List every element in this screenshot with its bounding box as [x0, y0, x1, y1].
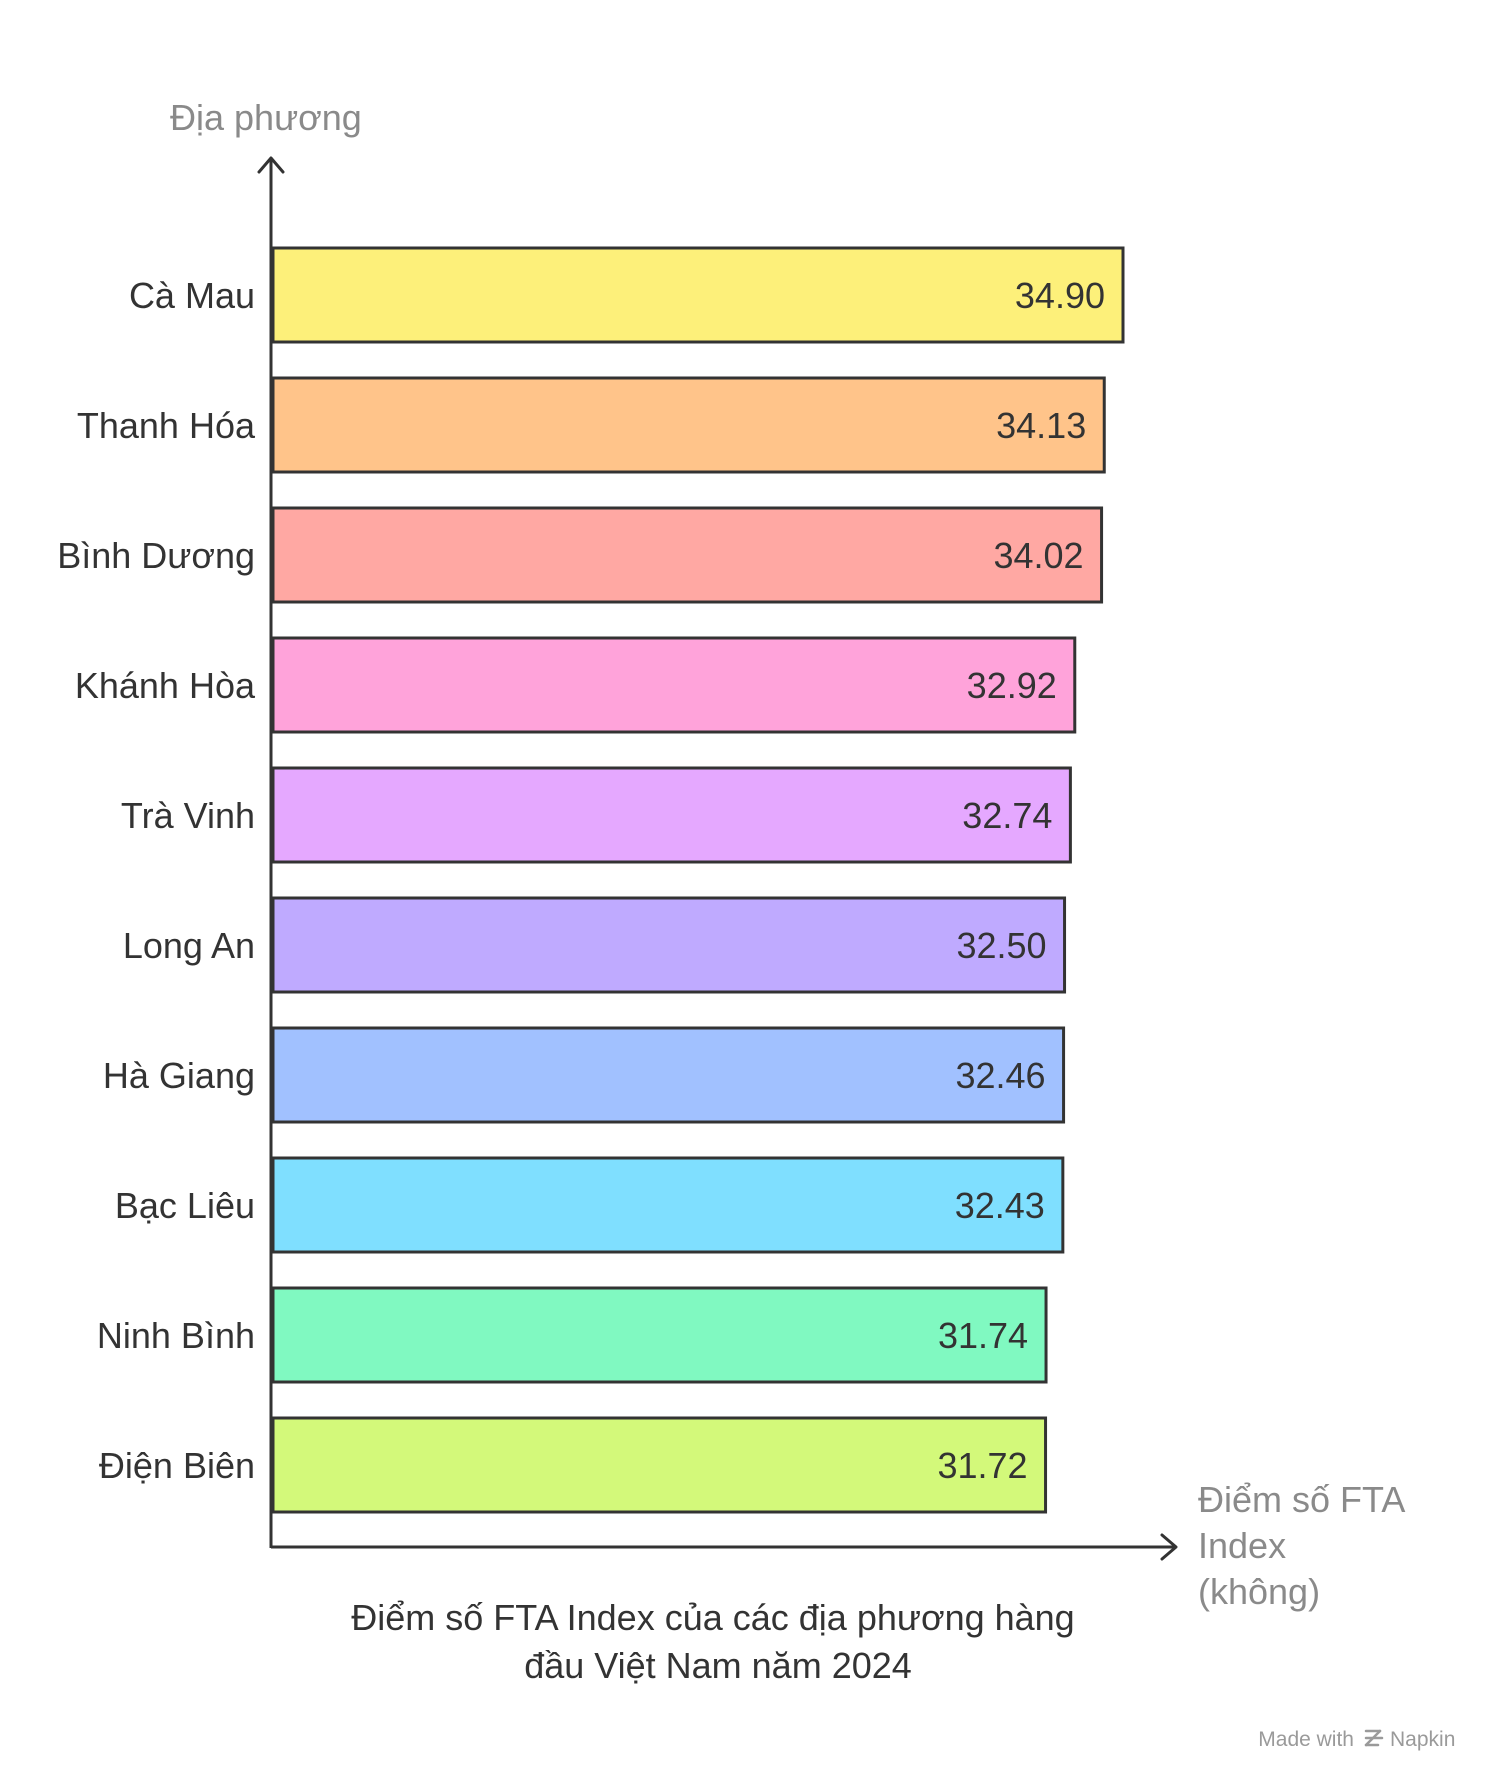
x-axis-title: Điểm số FTA Index (không): [1198, 1479, 1413, 1612]
category-label: Điện Biên: [99, 1445, 255, 1486]
category-label: Hà Giang: [103, 1055, 255, 1096]
bar: [271, 1416, 1048, 1514]
napkin-logo-icon: [1364, 1729, 1384, 1747]
x-axis-arrow-icon: [1160, 1533, 1178, 1561]
bar: [271, 506, 1104, 604]
chart-title-line-1: Điểm số FTA Index của các địa phương hàn…: [351, 1597, 1074, 1638]
value-label: 32.50: [956, 925, 1046, 966]
category-label: Thanh Hóa: [77, 405, 256, 446]
category-label: Trà Vinh: [121, 795, 255, 836]
value-label: 32.46: [955, 1055, 1045, 1096]
category-label: Ninh Bình: [97, 1315, 255, 1356]
category-label: Bạc Liêu: [115, 1185, 255, 1226]
category-label: Long An: [123, 925, 255, 966]
value-label: 31.72: [937, 1445, 1027, 1486]
bar: [271, 246, 1125, 344]
bar: [271, 1156, 1065, 1254]
value-label: 32.43: [955, 1185, 1045, 1226]
y-axis-title: Địa phương: [170, 97, 362, 138]
x-axis-title-line-1: Điểm số FTA: [1198, 1479, 1405, 1520]
value-label: 32.74: [962, 795, 1052, 836]
value-label: 32.92: [967, 665, 1057, 706]
x-axis-title-line-3: (không): [1198, 1571, 1320, 1612]
y-axis-arrow-icon: [257, 156, 285, 174]
chart-title: Điểm số FTA Index của các địa phương hàn…: [351, 1597, 1084, 1686]
value-label: 31.74: [938, 1315, 1028, 1356]
bar: [271, 766, 1072, 864]
value-label: 34.02: [993, 535, 1083, 576]
category-label: Khánh Hòa: [75, 665, 256, 706]
made-with-label: Made with: [1258, 1728, 1354, 1751]
x-axis-title-line-2: Index: [1198, 1525, 1286, 1566]
bar: [271, 376, 1106, 474]
bars-group: Cà Mau 34.90 Thanh Hóa 34.13 Bình Dương 34.02…: [57, 246, 1125, 1514]
bar: [271, 1286, 1048, 1384]
made-with-napkin-badge: Made with Napkin: [1258, 1728, 1455, 1751]
bar: [271, 636, 1077, 734]
value-label: 34.90: [1015, 275, 1105, 316]
category-label: Bình Dương: [57, 535, 255, 576]
category-label: Cà Mau: [129, 275, 255, 316]
bar: [271, 1026, 1066, 1124]
value-label: 34.13: [996, 405, 1086, 446]
napkin-brand-label: Napkin: [1390, 1728, 1455, 1751]
bar: [271, 896, 1067, 994]
chart-title-line-2: đầu Việt Nam năm 2024: [524, 1645, 912, 1686]
